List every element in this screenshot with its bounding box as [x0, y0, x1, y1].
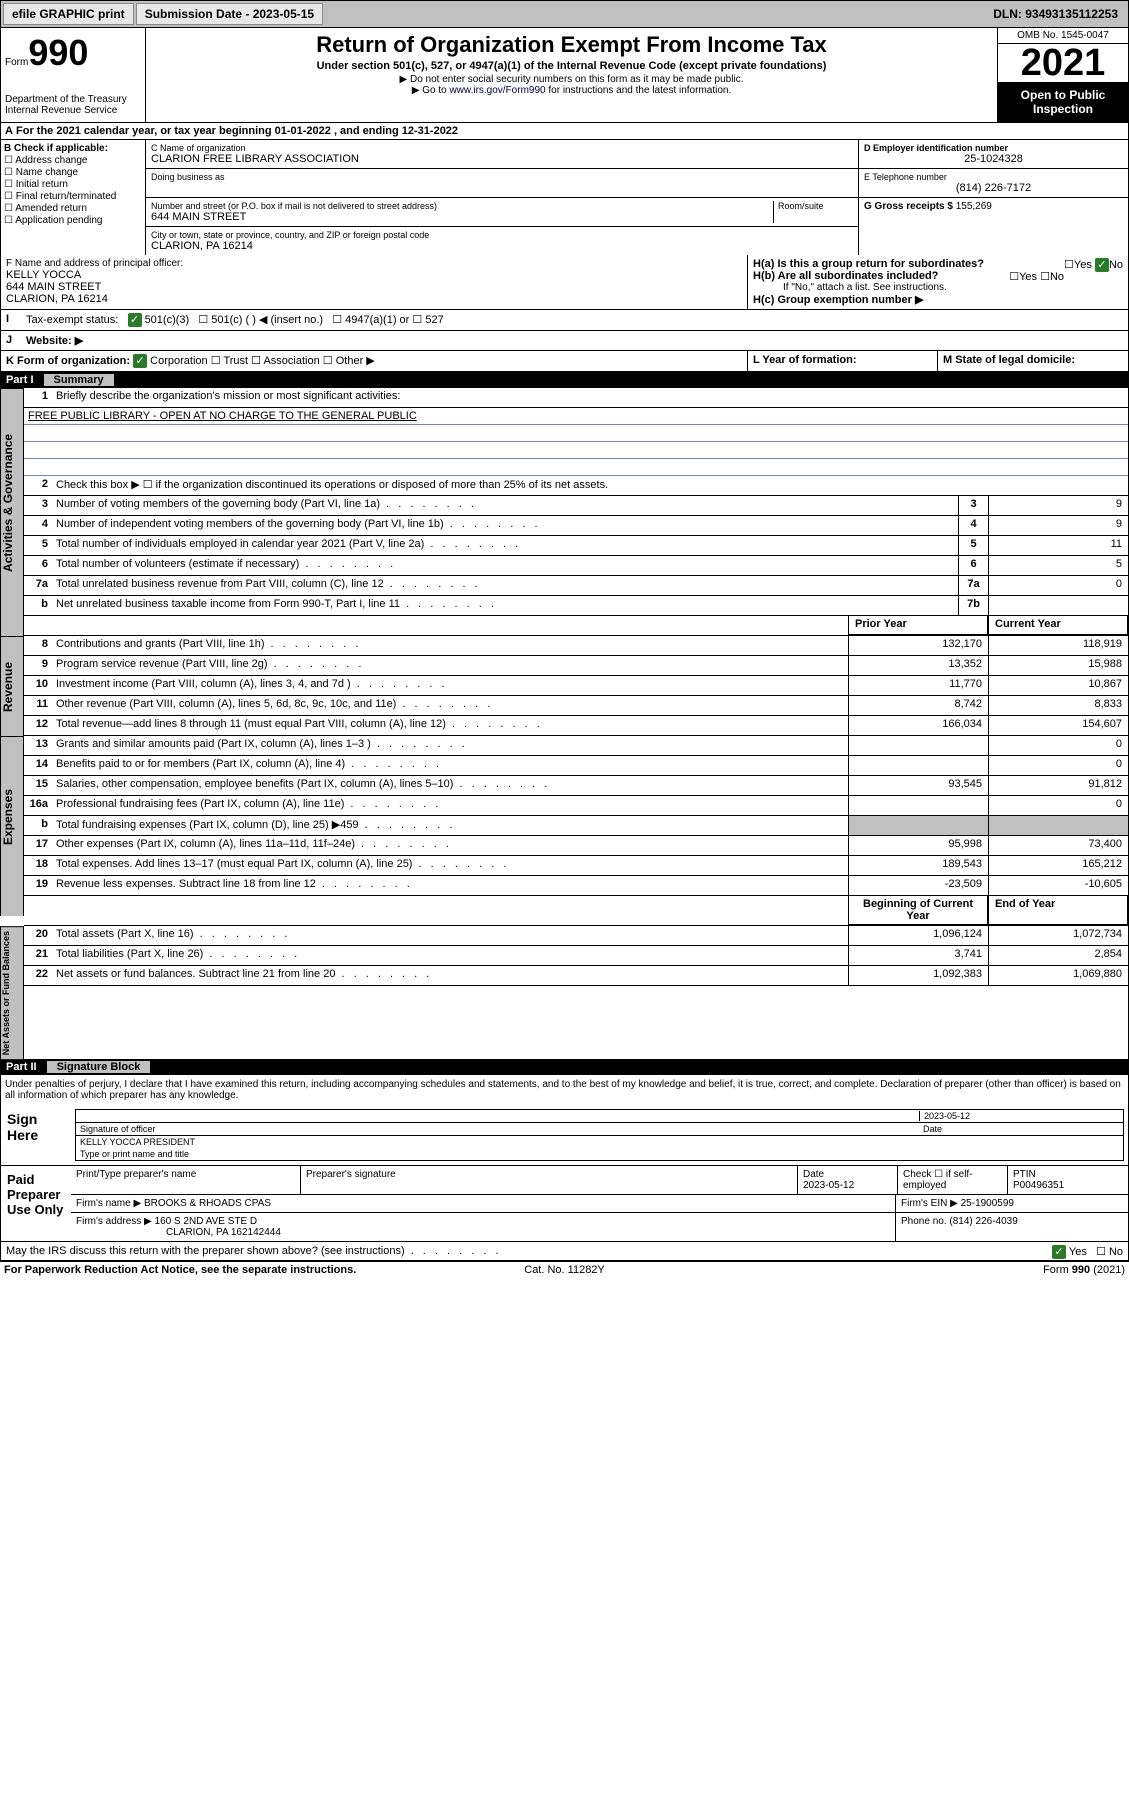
topbar: efile GRAPHIC print Submission Date - 20…	[0, 0, 1129, 28]
dept: Department of the Treasury	[5, 94, 141, 105]
sub3: ▶ Go to www.irs.gov/Form990 for instruct…	[150, 85, 993, 96]
form-number: 990	[28, 32, 88, 73]
table-row: 12Total revenue—add lines 8 through 11 (…	[24, 716, 1128, 736]
vtab-revenue: Revenue	[0, 636, 24, 736]
mission-text: FREE PUBLIC LIBRARY - OPEN AT NO CHARGE …	[24, 408, 1128, 425]
table-row: 7aTotal unrelated business revenue from …	[24, 576, 1128, 596]
row-i: I Tax-exempt status: ✓ 501(c)(3) ☐ 501(c…	[0, 310, 1129, 331]
table-row: 8Contributions and grants (Part VIII, li…	[24, 636, 1128, 656]
box-b: B Check if applicable: ☐ Address change …	[1, 140, 146, 255]
table-row: 17Other expenses (Part IX, column (A), l…	[24, 836, 1128, 856]
chk-amended[interactable]: ☐ Amended return	[4, 203, 142, 214]
phone: (814) 226-7172	[864, 182, 1123, 194]
chk-address[interactable]: ☐ Address change	[4, 155, 142, 166]
table-row: 10Investment income (Part VIII, column (…	[24, 676, 1128, 696]
open-inspection: Open to Public Inspection	[998, 82, 1128, 122]
part-ii-header: Part IISignature Block	[0, 1059, 1129, 1075]
table-row: 21Total liabilities (Part X, line 26)3,7…	[24, 946, 1128, 966]
table-row: 19Revenue less expenses. Subtract line 1…	[24, 876, 1128, 896]
paid-preparer: Paid Preparer Use Only	[1, 1166, 71, 1241]
form-header: Form990 Department of the Treasury Inter…	[0, 28, 1129, 123]
chk-final[interactable]: ☐ Final return/terminated	[4, 191, 142, 202]
chk-name[interactable]: ☐ Name change	[4, 167, 142, 178]
check-icon: ✓	[133, 354, 147, 368]
table-row: 5Total number of individuals employed in…	[24, 536, 1128, 556]
street: 644 MAIN STREET	[151, 211, 773, 223]
row-fh: F Name and address of principal officer:…	[0, 255, 1129, 310]
officer-name: KELLY YOCCA	[6, 269, 742, 281]
table-row: 9Program service revenue (Part VIII, lin…	[24, 656, 1128, 676]
vtab-expenses: Expenses	[0, 736, 24, 896]
table-row: 18Total expenses. Add lines 13–17 (must …	[24, 856, 1128, 876]
row-j: JWebsite: ▶	[0, 331, 1129, 351]
footer: For Paperwork Reduction Act Notice, see …	[0, 1261, 1129, 1278]
irs: Internal Revenue Service	[5, 105, 141, 116]
chk-initial[interactable]: ☐ Initial return	[4, 179, 142, 190]
table-row: 11Other revenue (Part VIII, column (A), …	[24, 696, 1128, 716]
row-a-period: A For the 2021 calendar year, or tax yea…	[0, 123, 1129, 140]
entity-block: B Check if applicable: ☐ Address change …	[0, 140, 1129, 255]
vtab-activities: Activities & Governance	[0, 388, 24, 616]
chk-pending[interactable]: ☐ Application pending	[4, 215, 142, 226]
form990-link[interactable]: www.irs.gov/Form990	[449, 85, 545, 96]
sign-here: Sign Here	[1, 1105, 71, 1165]
sub1: Under section 501(c), 527, or 4947(a)(1)…	[150, 60, 993, 72]
penalty-text: Under penalties of perjury, I declare th…	[0, 1075, 1129, 1105]
gross-receipts: 155,269	[956, 201, 992, 212]
table-row: 20Total assets (Part X, line 16)1,096,12…	[24, 926, 1128, 946]
table-row: bNet unrelated business taxable income f…	[24, 596, 1128, 616]
table-row: 13Grants and similar amounts paid (Part …	[24, 736, 1128, 756]
table-row: bTotal fundraising expenses (Part IX, co…	[24, 816, 1128, 836]
org-name: CLARION FREE LIBRARY ASSOCIATION	[151, 153, 853, 165]
submission-date: Submission Date - 2023-05-15	[136, 3, 323, 25]
form-word: Form	[5, 57, 28, 68]
table-row: 16aProfessional fundraising fees (Part I…	[24, 796, 1128, 816]
dln: DLN: 93493135112253	[993, 7, 1126, 21]
table-row: 4Number of independent voting members of…	[24, 516, 1128, 536]
table-row: 15Salaries, other compensation, employee…	[24, 776, 1128, 796]
table-row: 6Total number of volunteers (estimate if…	[24, 556, 1128, 576]
check-icon: ✓	[1052, 1245, 1066, 1259]
form-title: Return of Organization Exempt From Incom…	[150, 32, 993, 58]
city: CLARION, PA 16214	[151, 240, 853, 252]
ein: 25-1024328	[864, 153, 1123, 165]
sub2: ▶ Do not enter social security numbers o…	[150, 74, 993, 85]
vtab-netassets: Net Assets or Fund Balances	[0, 926, 24, 1059]
table-row: 3Number of voting members of the governi…	[24, 496, 1128, 516]
check-icon: ✓	[128, 313, 142, 327]
table-row: 14Benefits paid to or for members (Part …	[24, 756, 1128, 776]
row-klm: K Form of organization: ✓ Corporation ☐ …	[0, 351, 1129, 372]
part-i-header: Part ISummary	[0, 372, 1129, 388]
efile-btn[interactable]: efile GRAPHIC print	[3, 3, 134, 25]
tax-year: 2021	[998, 44, 1128, 82]
table-row: 22Net assets or fund balances. Subtract …	[24, 966, 1128, 986]
discuss-row: May the IRS discuss this return with the…	[1, 1241, 1128, 1260]
check-icon: ✓	[1095, 258, 1109, 272]
